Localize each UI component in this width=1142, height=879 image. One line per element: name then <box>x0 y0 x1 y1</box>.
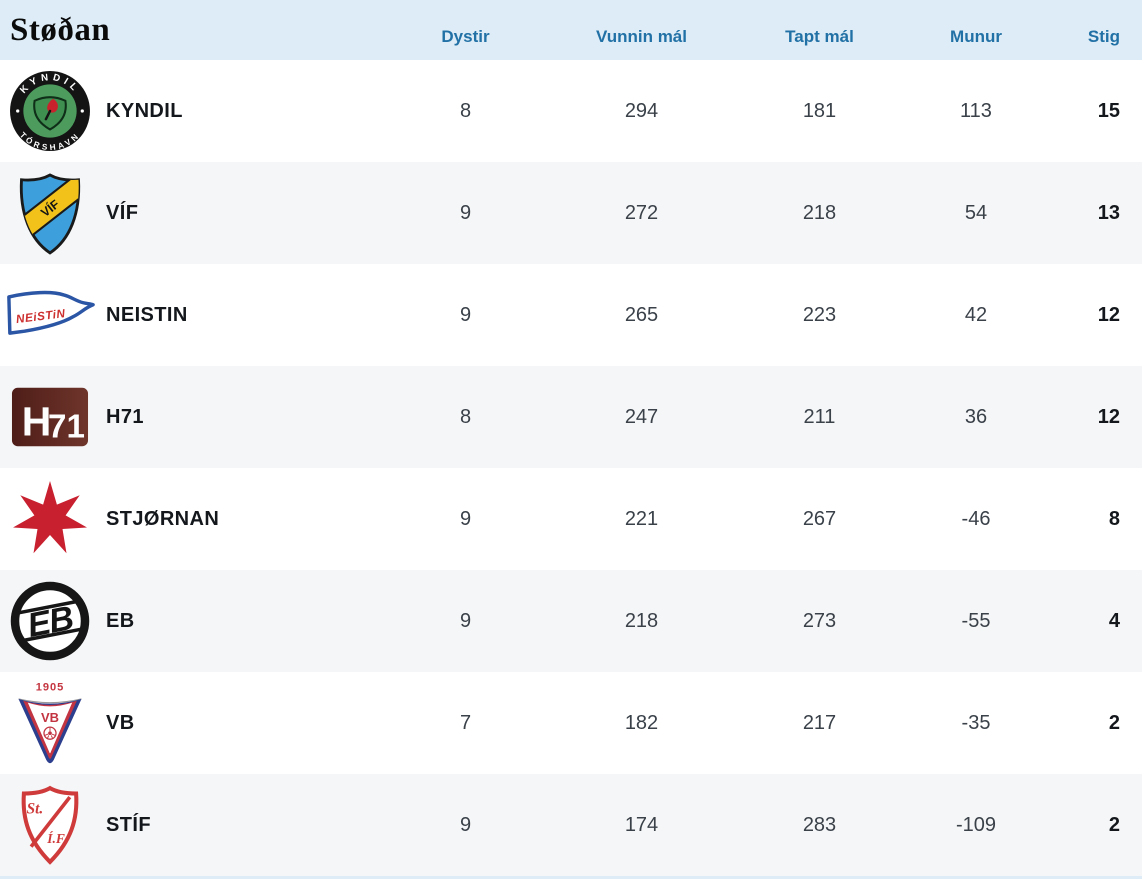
stif-crest-top-text: St. <box>27 800 44 817</box>
team-name: STÍF <box>106 813 151 836</box>
page-title: Støðan <box>10 11 111 48</box>
team-name: KYNDIL <box>106 99 183 122</box>
stif-crest-bottom-text: Í.F <box>46 831 65 846</box>
cell-dystir: 9 <box>459 507 472 530</box>
cell-tapt-mal: 181 <box>802 99 837 122</box>
team-name: VB <box>106 711 135 734</box>
cell-stig: 2 <box>1108 813 1120 836</box>
cell-vunnin-mal: 265 <box>624 303 659 326</box>
cell-stig: 12 <box>1097 405 1120 428</box>
vb-crest-text: VB <box>41 710 59 725</box>
cell-dystir: 9 <box>459 609 472 632</box>
table-row[interactable]: KYNDIL TÓRSHAVN KYNDIL 8 294 181 113 15 <box>0 60 1142 162</box>
stjornan-crest-icon <box>0 468 100 570</box>
cell-vunnin-mal: 272 <box>624 201 659 224</box>
cell-munur: -35 <box>961 711 991 734</box>
cell-tapt-mal: 211 <box>803 405 836 428</box>
cell-tapt-mal: 283 <box>802 813 837 836</box>
neistin-crest-icon: NEiSTiN <box>0 264 100 366</box>
column-header-vunnin-mal: Vunnin mál <box>596 27 687 46</box>
table-row[interactable]: St. Í.F STÍF 9 174 283 -109 2 <box>0 774 1142 876</box>
cell-dystir: 8 <box>459 405 472 428</box>
vb-crest-icon: 1905 VB <box>0 672 100 774</box>
column-header-dystir: Dystir <box>441 27 490 46</box>
column-header-tapt-mal: Tapt mál <box>785 27 854 46</box>
cell-tapt-mal: 267 <box>802 507 837 530</box>
neistin-crest-text: NEiSTiN <box>15 307 66 326</box>
cell-dystir: 9 <box>459 201 472 224</box>
column-header-munur: Munur <box>950 27 1002 46</box>
cell-dystir: 7 <box>459 711 472 734</box>
cell-stig: 8 <box>1108 507 1120 530</box>
cell-munur: -46 <box>961 507 991 530</box>
column-header-stig: Stig <box>1087 27 1120 46</box>
cell-vunnin-mal: 182 <box>624 711 659 734</box>
cell-stig: 13 <box>1097 201 1120 224</box>
cell-munur: -55 <box>961 609 991 632</box>
cell-munur: 42 <box>964 303 988 326</box>
cell-tapt-mal: 218 <box>802 201 837 224</box>
cell-dystir: 9 <box>459 813 472 836</box>
kyndil-crest-icon: KYNDIL TÓRSHAVN <box>0 60 100 162</box>
cell-munur: 113 <box>960 99 992 122</box>
table-row[interactable]: 1905 VB VB 7 182 217 -35 2 <box>0 672 1142 774</box>
cell-tapt-mal: 273 <box>802 609 837 632</box>
eb-crest-text: EB <box>24 599 76 645</box>
team-name: NEISTIN <box>106 303 188 326</box>
cell-vunnin-mal: 247 <box>624 405 659 428</box>
table-row[interactable]: EB EB 9 218 273 -55 4 <box>0 570 1142 672</box>
team-name: VÍF <box>106 201 139 224</box>
cell-stig: 15 <box>1097 99 1120 122</box>
stif-crest-icon: St. Í.F <box>0 774 100 876</box>
cell-vunnin-mal: 221 <box>624 507 659 530</box>
cell-munur: -109 <box>955 813 997 836</box>
cell-munur: 36 <box>964 405 988 428</box>
team-name: H71 <box>106 405 144 428</box>
team-name: STJØRNAN <box>106 507 220 530</box>
table-row[interactable]: H 71 H71 8 247 211 36 12 <box>0 366 1142 468</box>
vb-crest-year-text: 1905 <box>36 682 64 694</box>
cell-tapt-mal: 217 <box>802 711 837 734</box>
cell-tapt-mal: 223 <box>802 303 837 326</box>
cell-stig: 12 <box>1097 303 1120 326</box>
table-header: Støðan Dystir Vunnin mál Tapt mál Munur … <box>0 0 1142 60</box>
cell-munur: 54 <box>964 201 988 224</box>
h71-crest-h-text: H <box>22 399 52 445</box>
table-row[interactable]: STJØRNAN 9 221 267 -46 8 <box>0 468 1142 570</box>
team-name: EB <box>106 609 135 632</box>
vif-crest-icon: VÍF <box>0 162 100 264</box>
cell-vunnin-mal: 174 <box>624 813 659 836</box>
cell-stig: 4 <box>1108 609 1120 632</box>
table-row[interactable]: VÍF VÍF 9 272 218 54 13 <box>0 162 1142 264</box>
h71-crest-icon: H 71 <box>0 366 100 468</box>
table-row[interactable]: NEiSTiN NEISTIN 9 265 223 42 12 <box>0 264 1142 366</box>
cell-vunnin-mal: 218 <box>624 609 659 632</box>
cell-dystir: 9 <box>459 303 472 326</box>
cell-vunnin-mal: 294 <box>624 99 659 122</box>
h71-crest-num-text: 71 <box>48 408 85 445</box>
eb-crest-icon: EB <box>0 570 100 672</box>
cell-dystir: 8 <box>459 99 472 122</box>
cell-stig: 2 <box>1108 711 1120 734</box>
